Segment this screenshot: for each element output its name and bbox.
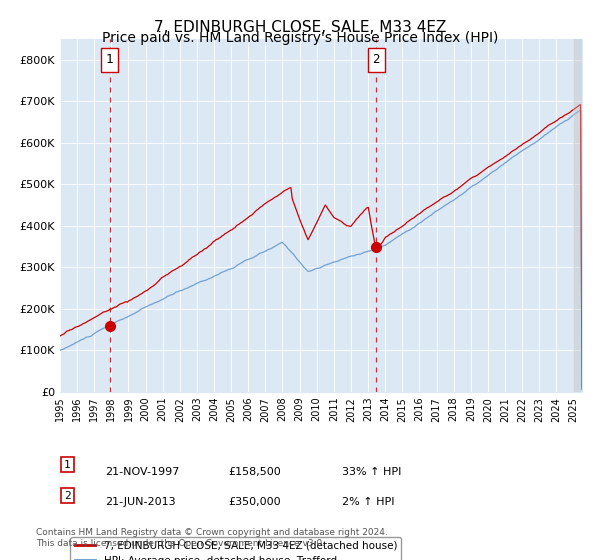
- Text: 1: 1: [106, 53, 113, 67]
- Text: 1: 1: [64, 460, 71, 470]
- Text: Price paid vs. HM Land Registry's House Price Index (HPI): Price paid vs. HM Land Registry's House …: [102, 31, 498, 45]
- Text: 2: 2: [64, 491, 71, 501]
- Text: £350,000: £350,000: [228, 497, 281, 507]
- Text: 21-JUN-2013: 21-JUN-2013: [105, 497, 176, 507]
- FancyBboxPatch shape: [368, 48, 385, 72]
- FancyBboxPatch shape: [101, 48, 118, 72]
- FancyBboxPatch shape: [61, 457, 74, 473]
- Text: 2: 2: [373, 53, 380, 67]
- Text: £158,500: £158,500: [228, 466, 281, 477]
- Text: 33% ↑ HPI: 33% ↑ HPI: [342, 466, 401, 477]
- Text: 7, EDINBURGH CLOSE, SALE, M33 4EZ: 7, EDINBURGH CLOSE, SALE, M33 4EZ: [154, 20, 446, 35]
- Legend: 7, EDINBURGH CLOSE, SALE, M33 4EZ (detached house), HPI: Average price, detached: 7, EDINBURGH CLOSE, SALE, M33 4EZ (detac…: [70, 536, 401, 560]
- FancyBboxPatch shape: [61, 488, 74, 503]
- Polygon shape: [574, 39, 582, 392]
- Text: 21-NOV-1997: 21-NOV-1997: [105, 466, 179, 477]
- Text: 2% ↑ HPI: 2% ↑ HPI: [342, 497, 395, 507]
- Text: Contains HM Land Registry data © Crown copyright and database right 2024.
This d: Contains HM Land Registry data © Crown c…: [36, 528, 388, 548]
